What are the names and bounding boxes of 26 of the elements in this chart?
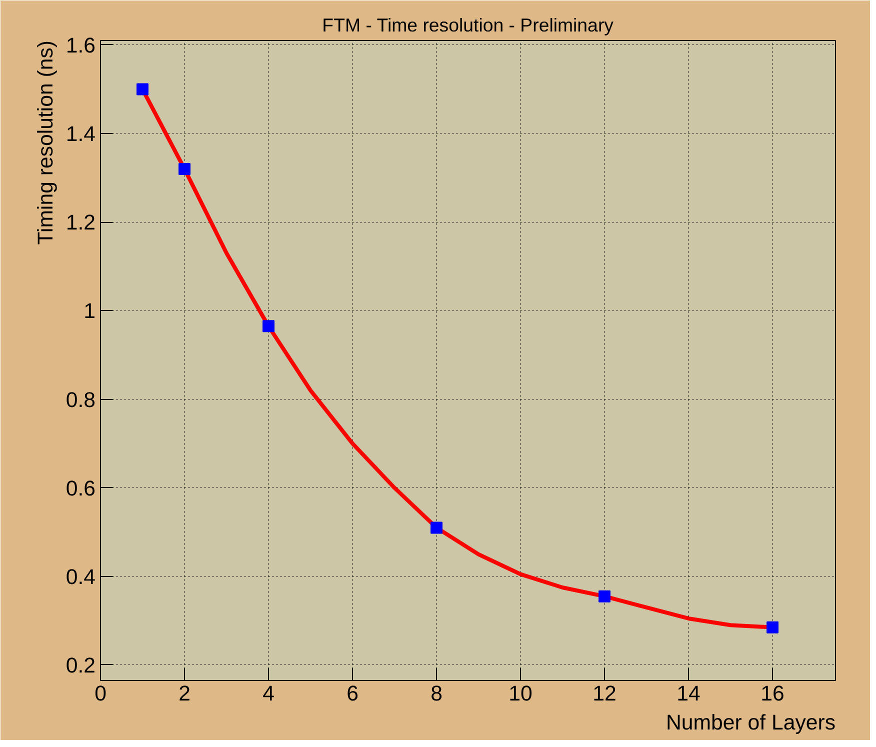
x-tick-label: 8	[430, 682, 442, 706]
chart-title: FTM - Time resolution - Preliminary	[322, 14, 614, 36]
y-tick-label: 1.6	[66, 33, 96, 58]
point	[766, 621, 778, 634]
point	[136, 83, 148, 96]
y-tick-label: 0.4	[66, 564, 96, 589]
x-tick-label: 6	[346, 682, 358, 706]
y-tick-label: 0.2	[66, 654, 96, 678]
x-tick-label: 14	[676, 682, 700, 706]
point	[430, 522, 442, 534]
x-tick-label: 12	[592, 682, 616, 706]
x-tick-label: 16	[760, 682, 784, 706]
x-axis-title: Number of Layers	[666, 710, 836, 734]
y-tick-label: 1.4	[66, 122, 96, 146]
x-tick-label: 10	[508, 682, 532, 706]
x-tick-label: 4	[262, 682, 275, 706]
point	[598, 590, 610, 602]
x-tick-label: 2	[178, 682, 190, 706]
y-tick-label: 1.2	[66, 210, 96, 235]
y-tick-label: 0.8	[66, 388, 96, 412]
point	[262, 320, 274, 332]
y-tick-label: 1	[84, 299, 96, 324]
y-axis-title: Timing resolution (ns)	[34, 40, 58, 245]
y-tick-label: 0.6	[66, 476, 96, 500]
x-tick-label: 0	[94, 682, 107, 706]
point	[178, 162, 190, 175]
